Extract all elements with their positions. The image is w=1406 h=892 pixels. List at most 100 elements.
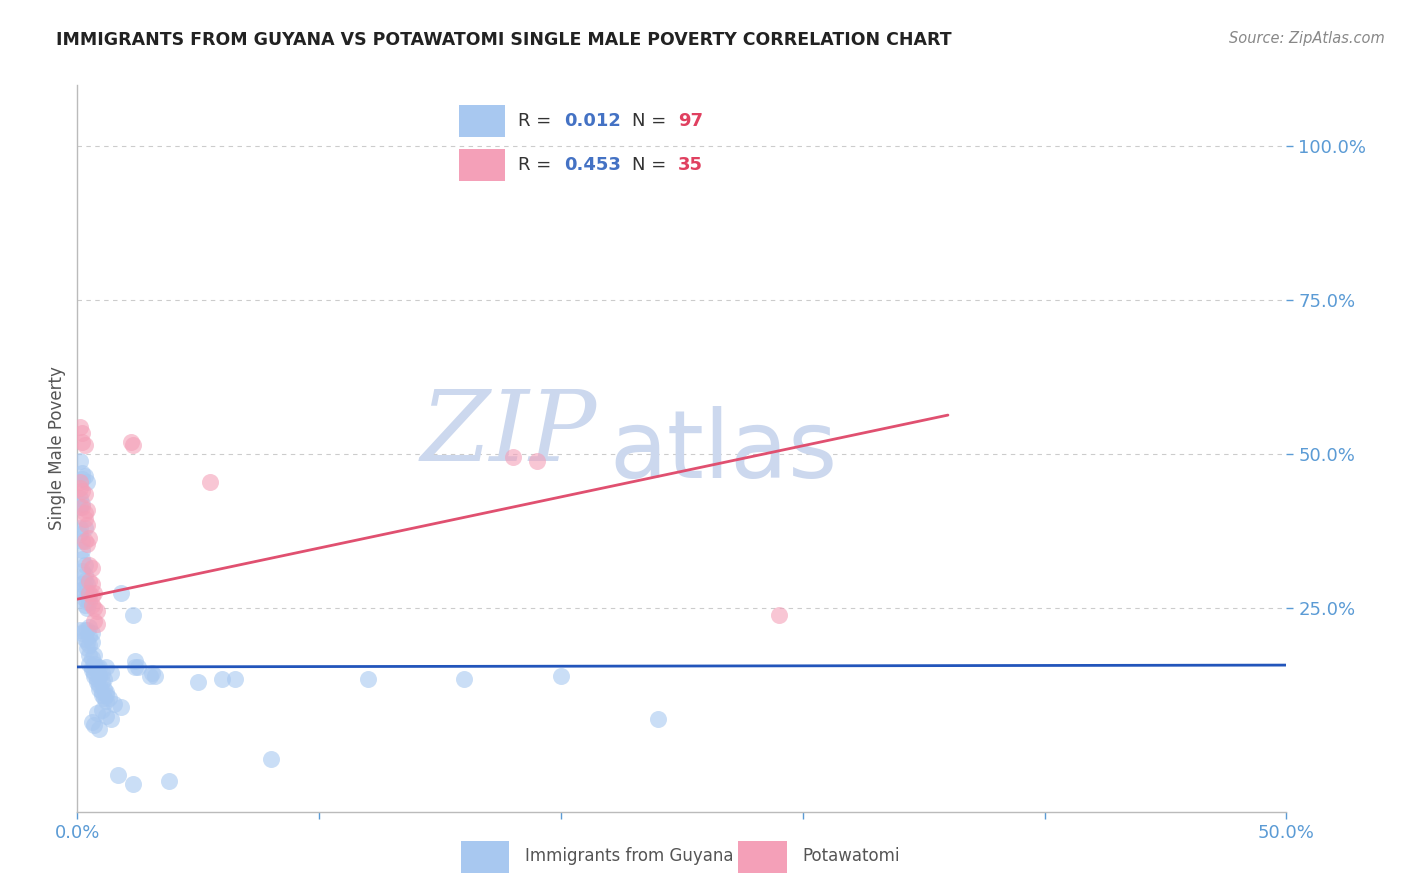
Point — [73, 592, 96, 607]
Point — [96, 709, 118, 723]
Point — [69, 481, 91, 495]
Point — [124, 660, 146, 674]
FancyBboxPatch shape — [738, 841, 786, 873]
Point — [70, 533, 93, 548]
Point — [80, 576, 103, 591]
Point — [73, 487, 96, 501]
Point — [86, 663, 108, 677]
Point — [80, 715, 103, 730]
Point — [83, 614, 105, 628]
Point — [79, 648, 101, 662]
Point — [70, 497, 93, 511]
Point — [73, 512, 96, 526]
Point — [122, 607, 145, 622]
Point — [69, 623, 91, 637]
Point — [70, 552, 93, 566]
Point — [93, 681, 115, 696]
Point — [502, 450, 524, 465]
Point — [69, 521, 91, 535]
Point — [87, 681, 110, 696]
Point — [76, 503, 98, 517]
Point — [86, 616, 108, 631]
Text: Immigrants from Guyana: Immigrants from Guyana — [524, 847, 733, 865]
Point — [110, 586, 132, 600]
Point — [80, 561, 103, 575]
Text: ZIP: ZIP — [420, 386, 598, 482]
Point — [73, 558, 96, 573]
Point — [76, 576, 98, 591]
Point — [73, 632, 96, 647]
Point — [100, 712, 122, 726]
Point — [93, 673, 115, 687]
Point — [96, 688, 118, 702]
Text: Potawatomi: Potawatomi — [803, 847, 900, 865]
Point — [70, 626, 93, 640]
Point — [139, 669, 162, 683]
Point — [70, 576, 93, 591]
Point — [83, 669, 105, 683]
Point — [96, 660, 118, 674]
Point — [76, 589, 98, 603]
Point — [93, 690, 115, 705]
Point — [120, 435, 142, 450]
Point — [79, 595, 101, 609]
Point — [76, 601, 98, 615]
Point — [83, 666, 105, 681]
Y-axis label: Single Male Poverty: Single Male Poverty — [48, 367, 66, 530]
Point — [79, 657, 101, 671]
Point — [73, 506, 96, 520]
Text: IMMIGRANTS FROM GUYANA VS POTAWATOMI SINGLE MALE POVERTY CORRELATION CHART: IMMIGRANTS FROM GUYANA VS POTAWATOMI SIN… — [56, 31, 952, 49]
Point — [70, 425, 93, 440]
Point — [103, 697, 125, 711]
Point — [768, 607, 790, 622]
Point — [211, 673, 233, 687]
Point — [80, 660, 103, 674]
Point — [187, 675, 209, 690]
Point — [90, 666, 112, 681]
Point — [73, 438, 96, 452]
Point — [647, 712, 669, 726]
Text: Source: ZipAtlas.com: Source: ZipAtlas.com — [1229, 31, 1385, 46]
Point — [526, 453, 548, 467]
Point — [143, 669, 166, 683]
Point — [73, 586, 96, 600]
Point — [87, 722, 110, 736]
Point — [107, 768, 129, 782]
Point — [79, 558, 101, 573]
Point — [87, 669, 110, 683]
Point — [69, 491, 91, 505]
Point — [87, 678, 110, 692]
Point — [122, 438, 145, 452]
Point — [73, 469, 96, 483]
Point — [100, 666, 122, 681]
Point — [83, 718, 105, 732]
Point — [70, 472, 93, 486]
Point — [86, 605, 108, 619]
Point — [69, 500, 91, 514]
Point — [200, 475, 222, 489]
Point — [90, 688, 112, 702]
Point — [80, 589, 103, 603]
Point — [90, 675, 112, 690]
Point — [127, 660, 149, 674]
Point — [73, 599, 96, 613]
Point — [87, 660, 110, 674]
Point — [73, 623, 96, 637]
Point — [86, 660, 108, 674]
Point — [70, 466, 93, 480]
Point — [86, 673, 108, 687]
Point — [83, 648, 105, 662]
Point — [73, 521, 96, 535]
Point — [69, 419, 91, 434]
Point — [157, 773, 180, 788]
Point — [70, 582, 93, 597]
Point — [69, 475, 91, 489]
Text: atlas: atlas — [609, 406, 838, 498]
Point — [73, 574, 96, 588]
Point — [76, 475, 98, 489]
Point — [70, 542, 93, 557]
Point — [260, 752, 283, 766]
Point — [70, 435, 93, 450]
Point — [80, 599, 103, 613]
Point — [86, 675, 108, 690]
